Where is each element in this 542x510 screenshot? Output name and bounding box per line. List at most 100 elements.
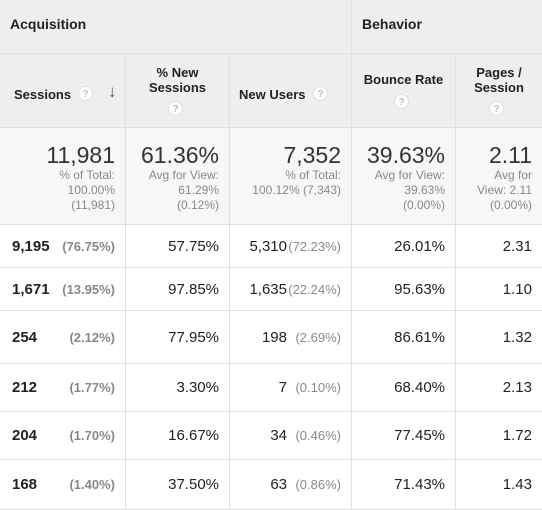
pages-session-cell: 2.13: [456, 364, 542, 411]
new-users-value: 63: [270, 476, 287, 493]
sessions-value: 212: [12, 379, 38, 396]
pages-session-column-header[interactable]: Pages / Session ?: [456, 54, 542, 127]
bounce-rate-total-avg: 39.63%: [404, 183, 445, 197]
new-users-help-icon[interactable]: ?: [313, 86, 328, 101]
bounce-rate-column-header[interactable]: Bounce Rate ?: [352, 54, 456, 127]
new-sessions-cell: 97.85%: [126, 268, 230, 310]
sessions-value: 9,195: [12, 237, 50, 255]
pages-session-header-label: Pages / Session: [474, 65, 524, 95]
column-header-row: Sessions ? ↓ % New Sessions ? New Users …: [0, 54, 542, 128]
sessions-percent: (1.40%): [69, 477, 115, 492]
sessions-cell: 204 (1.70%): [0, 412, 126, 459]
new-users-percent: (0.10%): [295, 380, 341, 395]
sessions-total-cell: 11,981 % of Total: 100.00% (11,981): [0, 128, 126, 224]
pages-session-value: 1.10: [502, 280, 532, 298]
new-users-value: 5,310: [249, 237, 287, 255]
pages-session-cell: 1.10: [456, 268, 542, 310]
new-users-percent: (0.46%): [295, 428, 341, 443]
sessions-help-icon[interactable]: ?: [78, 86, 93, 101]
new-users-cell: 1,635 (22.24%): [230, 268, 352, 310]
new-users-cell: 34 (0.46%): [230, 412, 352, 459]
pages-session-total-avg: View: 2.11: [477, 183, 532, 197]
table-row[interactable]: 9,195 (76.75%) 57.75% 5,310 (72.23%) 26.01% 2.…: [0, 225, 542, 268]
table-row[interactable]: 254 (2.12%) 77.95% 198 (2.69%) 86.61% 1.32: [0, 311, 542, 364]
sessions-total-value: 11,981: [46, 142, 115, 168]
sessions-value: 204: [12, 427, 38, 444]
bounce-rate-value: 71.43%: [394, 476, 445, 493]
new-sessions-value: 57.75%: [168, 237, 219, 255]
new-sessions-total-diff: (0.12%): [176, 198, 219, 212]
totals-row: 11,981 % of Total: 100.00% (11,981) 61.3…: [0, 128, 542, 225]
bounce-rate-cell: 86.61%: [352, 311, 456, 363]
bounce-rate-value: 95.63%: [394, 280, 445, 298]
sessions-percent: (2.12%): [69, 329, 115, 345]
new-sessions-value: 16.67%: [168, 427, 219, 444]
table-row[interactable]: 168 (1.40%) 37.50% 63 (0.86%) 71.43% 1.43: [0, 460, 542, 510]
sessions-total-count: (11,981): [71, 198, 115, 212]
new-sessions-column-header[interactable]: % New Sessions ?: [126, 54, 230, 127]
sessions-header-label: Sessions: [14, 87, 72, 102]
sessions-percent: (1.77%): [69, 380, 115, 395]
new-users-value: 34: [270, 427, 287, 444]
sessions-total-percent: 100.00%: [67, 183, 115, 197]
bounce-rate-value: 26.01%: [394, 237, 445, 255]
bounce-rate-total-cell: 39.63% Avg for View: 39.63% (0.00%): [352, 128, 456, 224]
pages-session-value: 1.43: [502, 476, 532, 493]
new-users-total-percent: 100.12% (7,343): [252, 183, 341, 197]
sessions-cell: 254 (2.12%): [0, 311, 126, 363]
pages-session-total-cell: 2.11 Avg for View: 2.11 (0.00%): [456, 128, 542, 224]
table-row[interactable]: 1,671 (13.95%) 97.85% 1,635 (22.24%) 95.63% 1.…: [0, 268, 542, 311]
pages-session-total-label: Avg for: [494, 168, 532, 182]
new-sessions-value: 3.30%: [176, 379, 219, 396]
new-users-cell: 198 (2.69%): [230, 311, 352, 363]
sessions-total-label: % of Total:: [59, 168, 115, 182]
pages-session-cell: 1.32: [456, 311, 542, 363]
new-users-cell: 63 (0.86%): [230, 460, 352, 509]
pages-session-help-icon[interactable]: ?: [489, 101, 504, 116]
sort-descending-icon[interactable]: ↓: [108, 82, 117, 101]
new-sessions-value: 97.85%: [168, 280, 219, 298]
pages-session-total-diff: (0.00%): [489, 198, 532, 212]
table-row[interactable]: 204 (1.70%) 16.67% 34 (0.46%) 77.45% 1.72: [0, 412, 542, 460]
new-sessions-total-avg: 61.29%: [178, 183, 219, 197]
pages-session-value: 1.32: [502, 328, 532, 346]
bounce-rate-value: 77.45%: [394, 427, 445, 444]
sessions-percent: (76.75%): [62, 238, 115, 254]
sessions-percent: (1.70%): [69, 428, 115, 443]
new-users-cell: 7 (0.10%): [230, 364, 352, 411]
table-row[interactable]: 212 (1.77%) 3.30% 7 (0.10%) 68.40% 2.13: [0, 364, 542, 412]
new-sessions-cell: 37.50%: [126, 460, 230, 509]
new-sessions-total-label: Avg for View:: [148, 168, 219, 182]
bounce-rate-cell: 71.43%: [352, 460, 456, 509]
new-users-total-label: % of Total:: [285, 168, 341, 182]
new-sessions-help-icon[interactable]: ?: [168, 101, 183, 116]
new-users-percent: (0.86%): [295, 477, 341, 492]
bounce-rate-cell: 68.40%: [352, 364, 456, 411]
sessions-cell: 9,195 (76.75%): [0, 225, 126, 267]
pages-session-value: 2.31: [502, 237, 532, 255]
bounce-rate-cell: 77.45%: [352, 412, 456, 459]
new-users-total-value: 7,352: [283, 142, 341, 168]
new-users-header-label: New Users: [239, 87, 306, 102]
new-sessions-header-label: % New Sessions: [148, 65, 207, 95]
sessions-cell: 168 (1.40%): [0, 460, 126, 509]
new-users-percent: (72.23%): [288, 238, 341, 254]
new-users-total-cell: 7,352 % of Total: 100.12% (7,343): [230, 128, 352, 224]
new-users-value: 198: [261, 328, 287, 346]
bounce-rate-header-label: Bounce Rate: [363, 72, 444, 87]
pages-session-cell: 1.43: [456, 460, 542, 509]
sessions-column-header[interactable]: Sessions ? ↓: [0, 54, 126, 127]
group-header-row: Acquisition Behavior: [0, 0, 542, 54]
pages-session-cell: 2.31: [456, 225, 542, 267]
new-sessions-cell: 57.75%: [126, 225, 230, 267]
new-users-column-header[interactable]: New Users ?: [230, 54, 352, 127]
new-sessions-value: 77.95%: [168, 328, 219, 346]
sessions-value: 168: [12, 476, 38, 493]
new-sessions-cell: 16.67%: [126, 412, 230, 459]
bounce-rate-total-value: 39.63%: [366, 142, 445, 168]
sessions-percent: (13.95%): [62, 281, 115, 297]
new-sessions-total-value: 61.36%: [140, 142, 219, 168]
bounce-rate-help-icon[interactable]: ?: [394, 94, 409, 109]
pages-session-value: 2.13: [502, 379, 532, 396]
